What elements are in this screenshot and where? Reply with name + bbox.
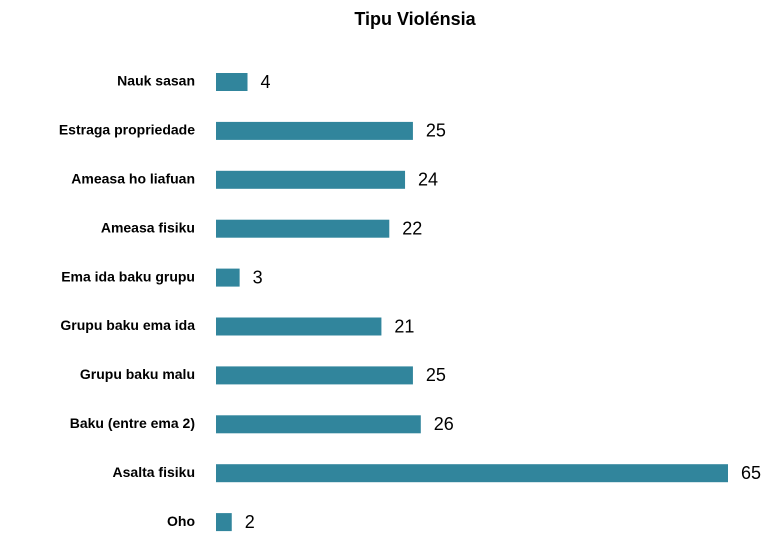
- value-label: 22: [402, 218, 422, 238]
- bar: [216, 464, 728, 483]
- value-label: 25: [426, 365, 446, 385]
- bar: [216, 513, 232, 532]
- value-label: 3: [253, 267, 263, 287]
- value-label: 21: [394, 316, 414, 336]
- category-label: Oho: [167, 513, 195, 529]
- chart-title: Tipu Violénsia: [354, 9, 476, 29]
- bar: [216, 73, 248, 91]
- category-label: Ameasa fisiku: [101, 219, 195, 235]
- value-label: 4: [261, 72, 271, 92]
- category-label: Estraga propriedade: [59, 122, 195, 138]
- category-label: Ameasa ho liafuan: [71, 171, 195, 187]
- category-label: Ema ida baku grupu: [61, 268, 195, 284]
- bar: [216, 366, 413, 385]
- value-label: 24: [418, 170, 438, 190]
- value-label: 2: [245, 512, 255, 532]
- category-label: Nauk sasan: [117, 73, 195, 89]
- category-label: Grupu baku ema ida: [60, 317, 195, 333]
- bar: [216, 170, 406, 189]
- bar: [216, 219, 390, 238]
- category-label: Baku (entre ema 2): [70, 415, 195, 431]
- value-label: 25: [426, 121, 446, 141]
- bar: [216, 317, 382, 336]
- bar: [216, 121, 413, 140]
- bar: [216, 415, 421, 434]
- value-label: 65: [741, 463, 761, 483]
- bar: [216, 268, 240, 287]
- category-label: Grupu baku malu: [80, 366, 195, 382]
- value-label: 26: [434, 414, 454, 434]
- category-label: Asalta fisiku: [113, 464, 195, 480]
